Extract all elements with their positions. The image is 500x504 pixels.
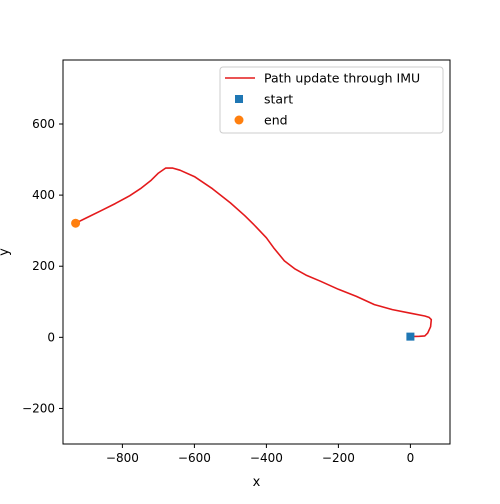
x-tick-label: −600: [178, 451, 211, 465]
y-axis-label: y: [0, 248, 12, 256]
axes-frame: [62, 59, 451, 445]
end-marker: [71, 218, 81, 228]
x-tick-label: −200: [322, 451, 355, 465]
legend-circle-swatch: [234, 115, 244, 125]
y-tick-label: 0: [47, 330, 55, 344]
x-axis-label: x: [253, 475, 261, 490]
legend: Path update through IMU start end: [219, 66, 444, 134]
plot-area: [62, 59, 451, 445]
y-axis-ticks: −200 0 200 400 600: [22, 117, 63, 415]
legend-label: end: [264, 113, 288, 128]
legend-box: [219, 66, 444, 134]
legend-label: start: [264, 92, 293, 107]
path-line: [75, 167, 433, 338]
data-layer: [71, 167, 433, 341]
x-tick-label: −800: [106, 451, 139, 465]
x-tick-label: 0: [407, 451, 415, 465]
y-tick-label: 600: [32, 117, 55, 131]
x-tick-label: −400: [250, 451, 283, 465]
y-tick-label: 400: [32, 188, 55, 202]
legend-square-swatch: [235, 95, 243, 103]
y-tick-label: 200: [32, 259, 55, 273]
y-tick-label: −200: [22, 401, 55, 415]
legend-label: Path update through IMU: [264, 71, 420, 86]
start-marker: [406, 332, 415, 341]
x-axis-ticks: −800 −600 −400 −200 0: [106, 444, 414, 465]
